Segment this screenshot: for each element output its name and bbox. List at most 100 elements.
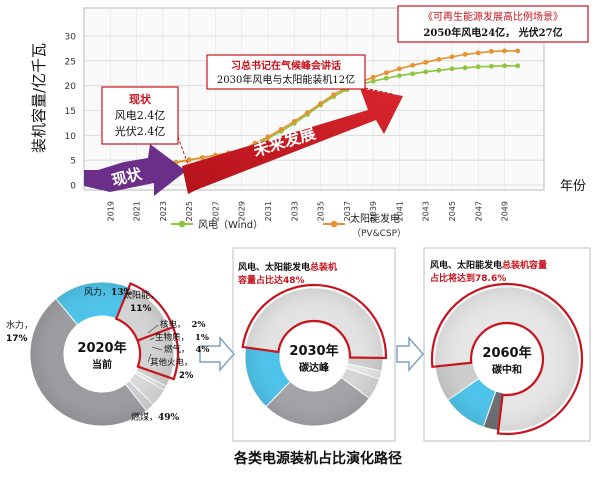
ring-shade bbox=[435, 287, 579, 431]
leader-biomass bbox=[149, 337, 155, 341]
x-tick-label: 2049 bbox=[501, 201, 510, 221]
transition-arrow-1 bbox=[199, 336, 235, 372]
y-tick-label: 15 bbox=[65, 107, 76, 117]
donut-center-sub: 碳中和 bbox=[492, 363, 522, 376]
renewable-highlight-outline bbox=[114, 282, 180, 381]
label-other-thermal-value: 2% bbox=[179, 371, 194, 381]
pie-2020-labels: 风力，13% 太阳能， 11% 核电， 2% 生物质， 1% 燃气， 4% 其他火电，… bbox=[6, 286, 210, 423]
x-tick-label: 2019 bbox=[106, 201, 115, 221]
wind-point bbox=[397, 73, 402, 79]
renewable-highlight-outline bbox=[241, 283, 388, 360]
renewable-highlight-outline bbox=[430, 282, 584, 436]
caption-2060-line1: 风电、太阳能发电总装机容量 bbox=[430, 259, 547, 271]
wind-point bbox=[436, 67, 442, 73]
solar-point bbox=[383, 70, 389, 76]
wind-point bbox=[502, 63, 507, 69]
legend-wind-marker bbox=[178, 220, 186, 228]
wind-point bbox=[383, 75, 389, 81]
legend-solar-sub: （PV&CSP） bbox=[352, 228, 406, 239]
solar-point bbox=[436, 56, 442, 62]
x-tick-label: 2045 bbox=[448, 201, 457, 221]
label-hydro-value: 17% bbox=[6, 334, 28, 344]
label-nuclear: 核电， 2% bbox=[160, 319, 206, 330]
label-wind: 风力，13% bbox=[84, 286, 133, 298]
donut-center-year: 2030年 bbox=[289, 343, 338, 359]
y-tick-label: 20 bbox=[65, 82, 77, 92]
ring-shade bbox=[245, 288, 383, 426]
leader-nuclear bbox=[147, 324, 159, 334]
annotation-2030-line2: 2030年风电与太阳能装机12亿 bbox=[217, 73, 355, 86]
solar-point bbox=[410, 62, 415, 68]
ring-shade bbox=[30, 282, 174, 426]
x-tick-label: 2033 bbox=[290, 201, 299, 221]
x-tick-label: 2031 bbox=[264, 201, 273, 221]
x-tick-label: 2041 bbox=[395, 201, 404, 221]
x-tick-label: 2029 bbox=[238, 201, 247, 221]
solar-point bbox=[291, 119, 297, 124]
solar-point bbox=[278, 126, 284, 132]
y-tick-label: 30 bbox=[65, 33, 77, 43]
x-tick-label: 2047 bbox=[474, 201, 483, 221]
transition-arrow-2 bbox=[396, 336, 424, 372]
label-other-thermal: 其他火电， bbox=[150, 357, 193, 368]
annotation-2019-pointer bbox=[177, 136, 191, 171]
label-solar: 太阳能， bbox=[123, 289, 159, 301]
annotation-2019-title: 现状 bbox=[129, 92, 152, 106]
legend-solar-marker bbox=[330, 220, 338, 228]
label-solar-value: 11% bbox=[130, 304, 152, 314]
solar-point bbox=[397, 66, 402, 72]
solar-point bbox=[265, 134, 271, 140]
annotation-2019-line1: 风电2.4亿 bbox=[115, 109, 166, 122]
y-tick-label: 5 bbox=[70, 157, 76, 167]
legend-wind-label: 风电（Wind） bbox=[198, 218, 263, 231]
wind-point bbox=[423, 69, 429, 75]
annotation-2019-line2: 光伏2.4亿 bbox=[115, 124, 166, 138]
caption-2030-line2: 容量占比达48% bbox=[237, 274, 305, 286]
wind-point bbox=[410, 71, 415, 77]
annotation-box-2050 bbox=[397, 5, 589, 43]
caption-2060-line2: 占比将达到78.6% bbox=[430, 272, 506, 284]
wind-point bbox=[449, 66, 455, 72]
donut-center-sub: 碳达峰 bbox=[299, 361, 330, 374]
wind-point bbox=[370, 78, 376, 84]
solar-point bbox=[370, 74, 376, 80]
x-tick-label: 2043 bbox=[422, 201, 431, 221]
x-tick-label: 2025 bbox=[185, 201, 194, 221]
bottom-title: 各类电源装机占比演化路径 bbox=[233, 450, 402, 467]
current-arrow bbox=[84, 144, 186, 196]
x-tick-label: 2027 bbox=[211, 201, 220, 221]
solar-point bbox=[475, 50, 481, 56]
leader-gas bbox=[151, 346, 163, 351]
annotation-2050-line2: 2050年风电24亿， 光伏27亿 bbox=[423, 26, 562, 39]
frame-2030 bbox=[232, 247, 396, 442]
caption-2030-line1: 风电、太阳能发电总装机 bbox=[238, 261, 337, 273]
solar-point bbox=[318, 101, 323, 106]
solar-point bbox=[186, 157, 192, 163]
solar-point bbox=[423, 59, 429, 65]
wind-point bbox=[515, 63, 521, 69]
label-coal: 燃煤，49% bbox=[131, 411, 180, 423]
solar-point bbox=[449, 54, 455, 60]
annotation-2050-title: 《可再生能源发展高比例场景》 bbox=[423, 10, 563, 23]
donut-center-year: 2020年 bbox=[77, 340, 126, 356]
x-tick-label: 2021 bbox=[133, 201, 142, 221]
solar-point bbox=[305, 110, 310, 115]
y-axis-label: 装机容量/亿千瓦 bbox=[30, 43, 48, 153]
leader-other-thermal bbox=[147, 353, 152, 363]
x-tick-label: 2023 bbox=[159, 201, 168, 221]
annotation-box-2030 bbox=[206, 54, 366, 90]
y-tick-labels: 0 5 10 15 20 25 30 bbox=[65, 33, 77, 192]
solar-point bbox=[199, 155, 205, 161]
solar-point bbox=[331, 92, 337, 98]
donut-center-year: 2060年 bbox=[482, 345, 531, 361]
label-gas: 燃气， 4% bbox=[164, 344, 210, 355]
y-tick-label: 0 bbox=[70, 182, 76, 192]
x-tick-label: 2037 bbox=[343, 201, 352, 221]
frame-2060 bbox=[423, 247, 591, 442]
label-biomass: 生物质， 1% bbox=[155, 332, 209, 343]
